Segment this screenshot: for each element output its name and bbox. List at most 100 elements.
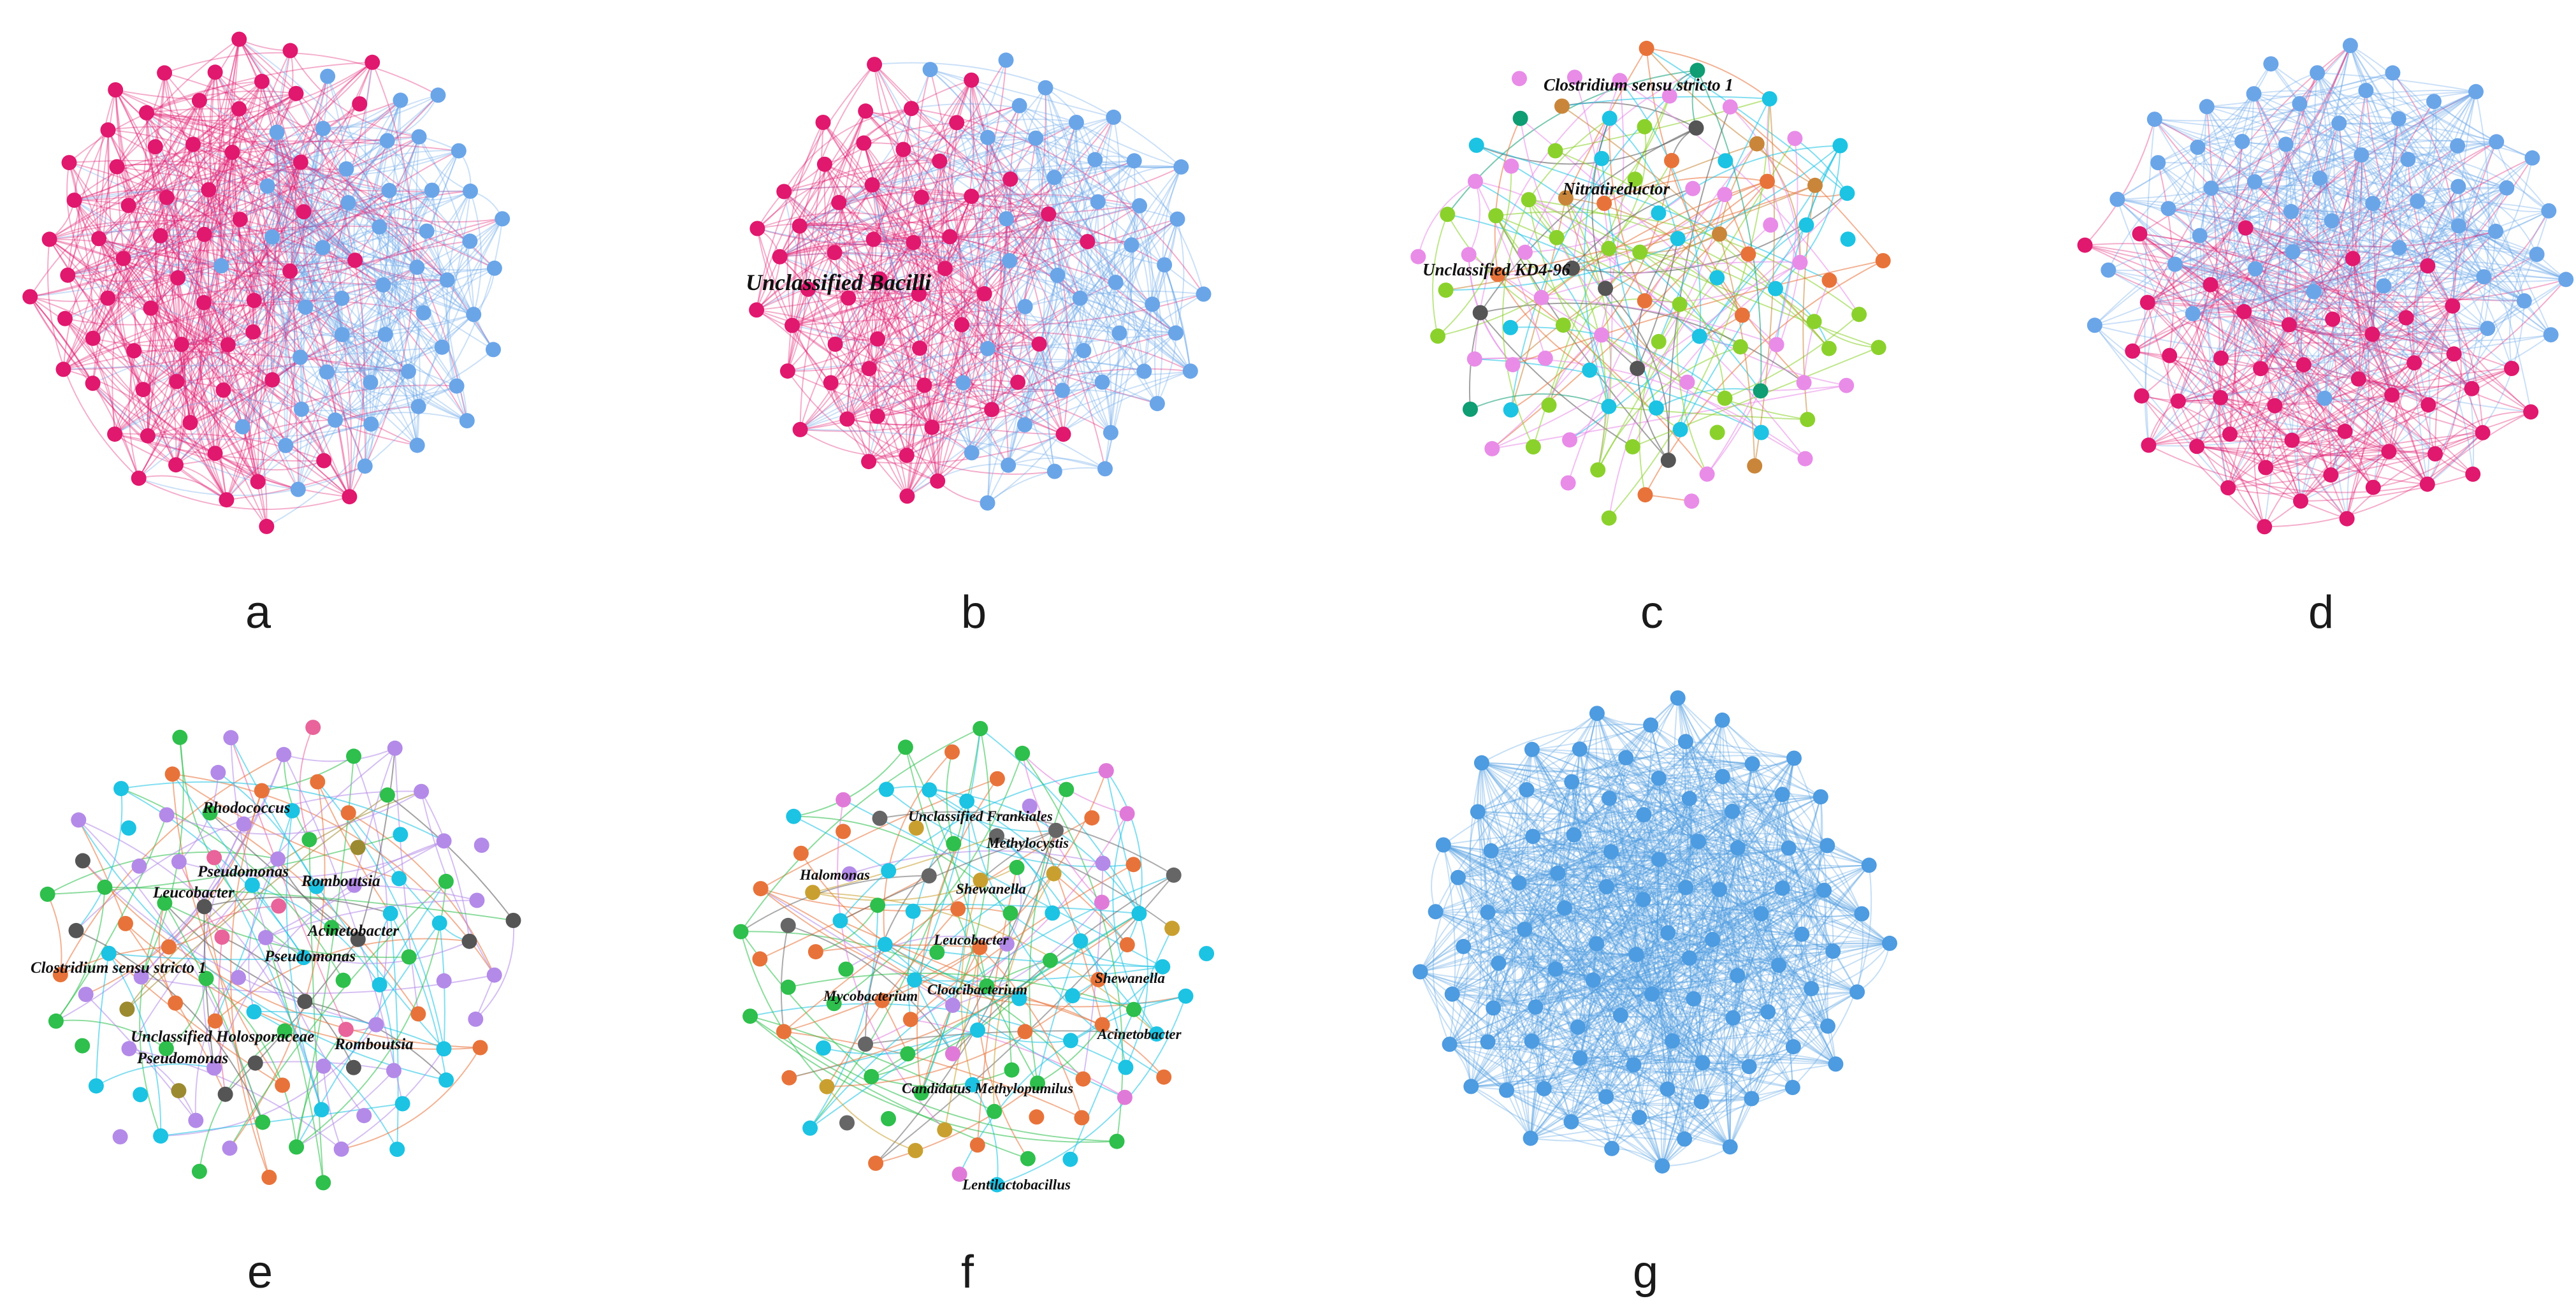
network-edge bbox=[1633, 778, 1660, 994]
network-edge bbox=[2294, 45, 2351, 520]
network-edge bbox=[1477, 794, 1783, 824]
taxon-label: Unclassified KD4-96 bbox=[1422, 260, 1570, 279]
network-edge bbox=[155, 146, 468, 421]
network-edge bbox=[176, 211, 305, 382]
network-edge bbox=[1685, 741, 1703, 842]
network-edge bbox=[1519, 882, 1769, 1013]
network-node bbox=[207, 64, 223, 80]
network-edge bbox=[868, 197, 923, 462]
network-edge bbox=[2199, 235, 2455, 355]
network-edge bbox=[1651, 913, 1762, 995]
network-edge bbox=[1495, 215, 1808, 421]
panel-letter-a: a bbox=[245, 587, 271, 638]
network-edge bbox=[1493, 811, 1733, 1008]
network-edge bbox=[1443, 844, 1558, 876]
network-edge bbox=[799, 221, 914, 243]
network-node bbox=[1430, 328, 1446, 344]
network-edge bbox=[1463, 946, 1703, 1064]
network-edge bbox=[147, 277, 179, 436]
network-node bbox=[998, 52, 1014, 68]
network-edge bbox=[105, 886, 514, 921]
network-edge bbox=[254, 1011, 398, 1150]
network-edge bbox=[296, 1070, 394, 1148]
network-node bbox=[1550, 865, 1566, 881]
network-node bbox=[259, 518, 275, 534]
network-edge bbox=[1526, 789, 1699, 843]
network-edge bbox=[834, 252, 878, 417]
network-nodes bbox=[1410, 40, 1891, 526]
network-edge bbox=[1596, 713, 1753, 765]
network-edge bbox=[176, 234, 210, 382]
network-node bbox=[2213, 350, 2229, 366]
network-node bbox=[1596, 196, 1612, 211]
network-edge bbox=[1008, 457, 1106, 470]
network-edge bbox=[2227, 155, 2363, 488]
network-edge bbox=[285, 412, 468, 446]
network-node bbox=[207, 446, 223, 461]
network-edge bbox=[786, 110, 867, 372]
network-edge bbox=[1431, 844, 1444, 912]
panel-letter-c: c bbox=[1640, 587, 1663, 638]
network-edge bbox=[2167, 171, 2320, 209]
network-edge bbox=[1477, 724, 1651, 813]
network-node bbox=[1648, 400, 1664, 416]
network-node bbox=[976, 286, 992, 302]
network-edge bbox=[2372, 333, 2512, 369]
network-edge bbox=[830, 382, 938, 482]
network-edge bbox=[779, 252, 1058, 276]
network-node bbox=[878, 781, 894, 797]
network-edge bbox=[1554, 798, 1610, 970]
network-edge bbox=[399, 100, 474, 315]
network-edge bbox=[62, 277, 178, 370]
network-edge bbox=[846, 347, 920, 420]
network-edge bbox=[1519, 866, 1720, 890]
network-edge bbox=[952, 728, 991, 1006]
network-edge bbox=[147, 302, 205, 437]
network-edge bbox=[1506, 851, 1612, 1091]
network-edge bbox=[2085, 244, 2524, 302]
network-edge bbox=[271, 236, 289, 446]
network-edge bbox=[1633, 1061, 1749, 1068]
network-node bbox=[191, 1163, 207, 1179]
network-edge bbox=[208, 72, 254, 333]
network-edge bbox=[1544, 913, 1863, 1089]
network-edge bbox=[1443, 844, 1690, 959]
network-node bbox=[1677, 1131, 1693, 1147]
network-edge bbox=[2154, 119, 2497, 143]
network-edge bbox=[863, 143, 950, 238]
network-edge bbox=[1588, 980, 1607, 1098]
network-edge bbox=[2227, 451, 2390, 495]
network-edge bbox=[1164, 265, 1191, 372]
network-edge bbox=[1606, 886, 1653, 994]
network-edge bbox=[1524, 929, 1594, 981]
network-node bbox=[1760, 173, 1775, 189]
network-node bbox=[2285, 244, 2301, 260]
network-edge bbox=[1635, 954, 1673, 1042]
network-edge bbox=[846, 214, 1049, 420]
network-edge bbox=[154, 146, 418, 446]
network-edge bbox=[920, 197, 993, 410]
network-edge bbox=[834, 252, 1018, 383]
network-edge bbox=[1579, 748, 1803, 935]
network-edge bbox=[990, 214, 1050, 410]
network-node bbox=[877, 936, 893, 952]
network-edge bbox=[1530, 720, 1723, 1138]
network-node bbox=[1547, 143, 1563, 159]
network-edge bbox=[2265, 449, 2436, 469]
network-edge bbox=[838, 202, 939, 481]
network-edge bbox=[1530, 741, 1687, 1139]
network-edge bbox=[1721, 720, 1863, 915]
network-node bbox=[899, 488, 915, 504]
network-edge bbox=[2313, 187, 2508, 293]
network-edge bbox=[1524, 929, 1594, 981]
network-node bbox=[2238, 220, 2254, 236]
network-edge bbox=[341, 136, 420, 335]
network-edge bbox=[68, 162, 273, 381]
network-edge bbox=[2357, 119, 2399, 379]
network-node bbox=[1821, 340, 1837, 356]
network-edge bbox=[178, 840, 445, 878]
network-edge bbox=[1008, 298, 1081, 465]
network-edge bbox=[2338, 122, 2400, 248]
network-edge bbox=[2139, 233, 2566, 303]
network-edge bbox=[987, 347, 1190, 376]
